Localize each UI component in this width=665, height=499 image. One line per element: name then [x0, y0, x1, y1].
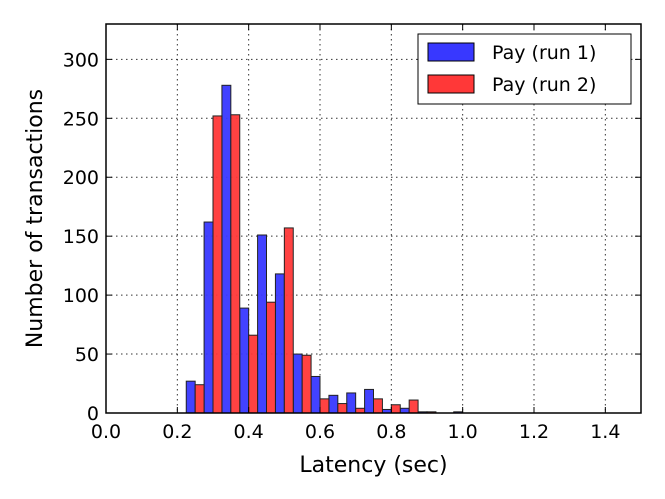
x-tick-label: 0.2 [162, 421, 192, 443]
y-tick-label: 150 [63, 226, 99, 248]
y-axis-label: Number of transactions [23, 89, 48, 348]
legend-swatch-run-2 [427, 74, 475, 94]
x-tick-label: 0.8 [376, 421, 406, 443]
bar-run-2 [390, 404, 401, 414]
bar-run-1 [221, 84, 232, 414]
y-tick-label: 0 [87, 403, 99, 425]
legend-label-run-1: Pay (run 1) [492, 42, 596, 64]
bar-run-2 [408, 399, 419, 414]
bar-run-2 [373, 398, 383, 414]
bar-run-1 [364, 388, 375, 414]
bar-run-2 [212, 115, 223, 414]
y-tick-label: 200 [63, 167, 99, 189]
y-tick-label: 300 [63, 49, 99, 71]
bar-run-2 [248, 334, 259, 414]
plot-frame [105, 23, 642, 414]
bar-run-1 [185, 380, 196, 414]
bar-run-1 [257, 234, 268, 414]
bar-run-2 [230, 114, 241, 414]
bar-run-1 [292, 353, 303, 414]
x-tick-label: 0.6 [305, 421, 335, 443]
bar-run-1 [328, 394, 339, 414]
ticks: 0.0 0.2 0.4 0.6 0.8 1.0 1.2 1.4 0 50 100 150 200 250 3… [63, 24, 641, 443]
x-tick-label: 0.4 [234, 421, 264, 443]
bar-run-2 [266, 301, 276, 414]
bars [185, 84, 464, 414]
bar-run-2 [194, 384, 205, 414]
bar-run-2 [337, 403, 348, 414]
bar-run-1 [274, 273, 285, 414]
y-tick-label: 250 [63, 108, 99, 130]
legend: Pay (run 1) Pay (run 2) [417, 33, 632, 105]
bar-run-1 [239, 307, 250, 414]
x-tick-label: 0.0 [91, 421, 121, 443]
bar-run-2 [283, 227, 294, 414]
bar-run-1 [346, 392, 357, 414]
legend-label-run-2: Pay (run 2) [492, 74, 596, 96]
bar-run-1 [203, 221, 214, 414]
x-tick-label: 1.4 [590, 421, 620, 443]
x-tick-label: 1.2 [519, 421, 549, 443]
y-tick-label: 50 [75, 344, 99, 366]
x-tick-label: 1.0 [448, 421, 478, 443]
bar-run-2 [301, 354, 312, 414]
x-axis-label: Latency (sec) [299, 453, 447, 478]
y-tick-label: 100 [63, 285, 99, 307]
bar-run-1 [310, 375, 321, 414]
legend-swatch-run-1 [427, 42, 475, 62]
bar-run-2 [319, 398, 330, 414]
